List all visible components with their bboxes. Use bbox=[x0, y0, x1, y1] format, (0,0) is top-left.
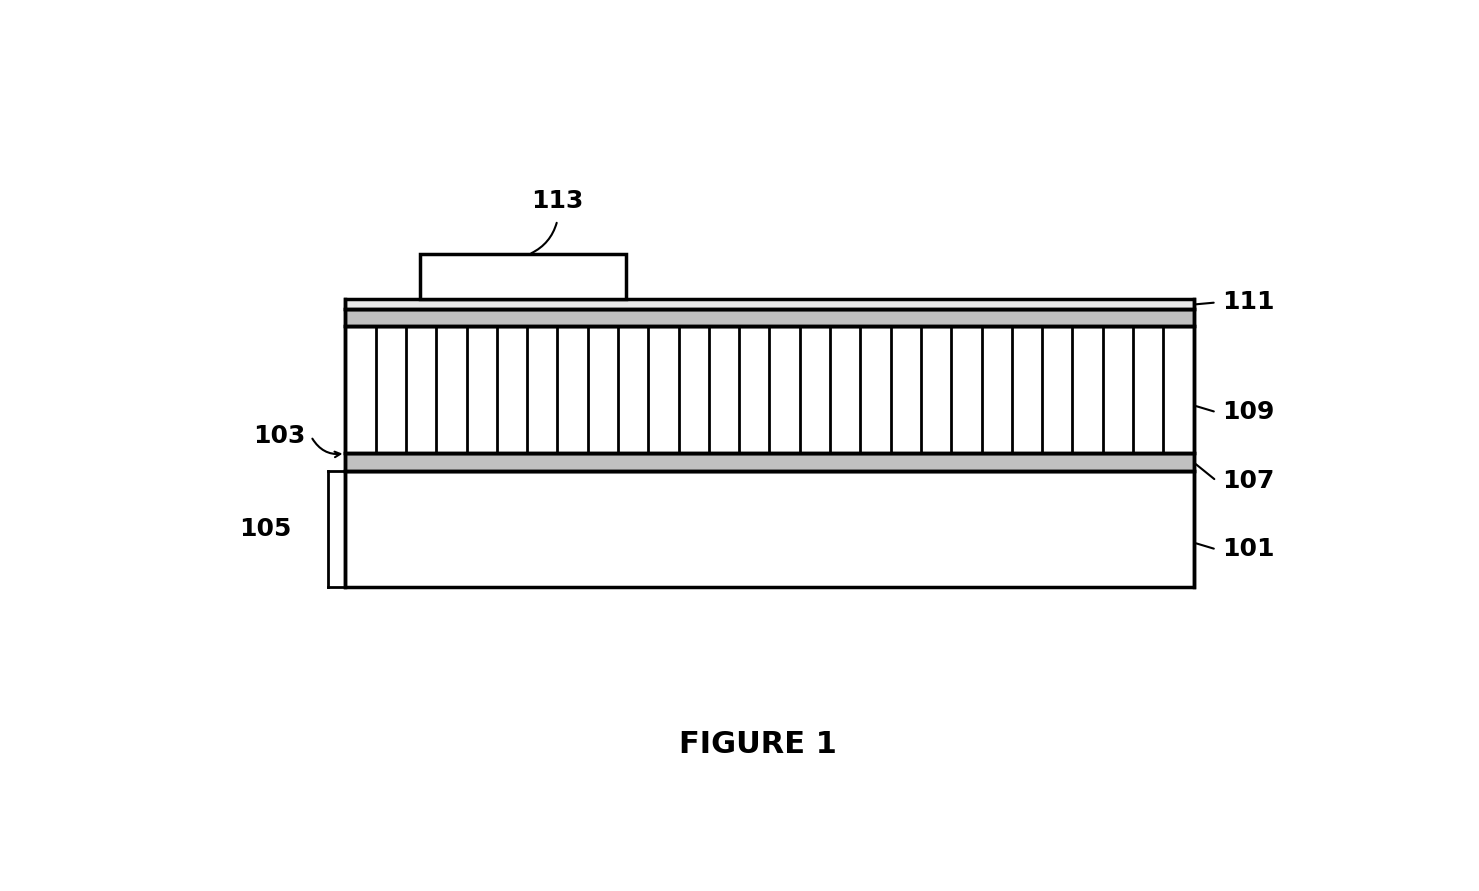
Text: 103: 103 bbox=[253, 424, 305, 448]
Text: 111: 111 bbox=[1222, 290, 1275, 315]
Text: 107: 107 bbox=[1222, 469, 1275, 493]
Bar bbox=[345, 299, 1194, 309]
Bar bbox=[345, 454, 1194, 470]
Text: 101: 101 bbox=[1222, 537, 1275, 561]
Bar bbox=[345, 470, 1194, 587]
Text: FIGURE 1: FIGURE 1 bbox=[679, 731, 837, 759]
Text: 109: 109 bbox=[1222, 400, 1275, 424]
Text: 113: 113 bbox=[531, 189, 584, 213]
Bar bbox=[345, 309, 1194, 326]
Bar bbox=[345, 326, 1194, 454]
Bar bbox=[420, 255, 626, 299]
Text: 105: 105 bbox=[240, 517, 291, 541]
